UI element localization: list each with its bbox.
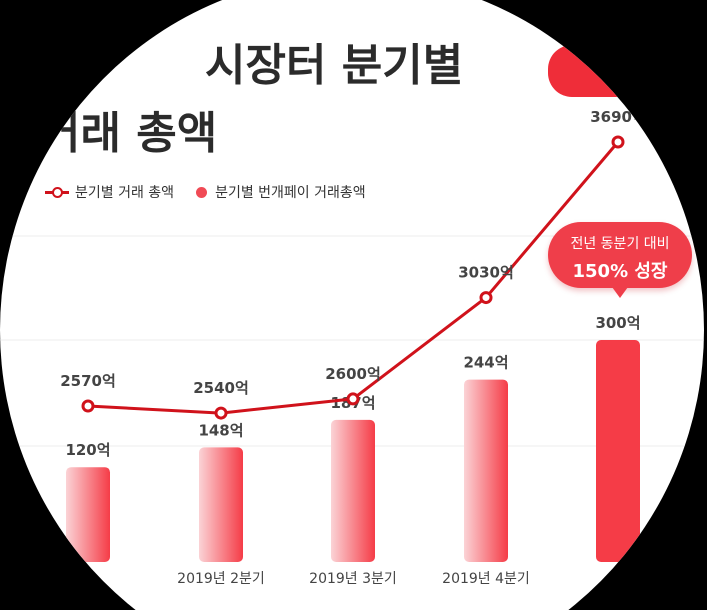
bar bbox=[331, 419, 375, 562]
line-point bbox=[611, 135, 625, 149]
bar-value-label: 120억 bbox=[65, 441, 110, 459]
x-axis: 2019년 2분기 2019년 3분기 2019년 4분기 bbox=[177, 571, 530, 587]
line-point bbox=[214, 406, 228, 420]
callout-line1: 전년 동분기 대비 bbox=[570, 236, 670, 252]
x-tick-label: 2019년 2분기 bbox=[177, 571, 265, 587]
bar-series: 120억148억187억244억300억 bbox=[65, 314, 641, 562]
growth-callout: 전년 동분기 대비 150% 성장 bbox=[548, 222, 692, 298]
line-value-label: 3690억 bbox=[590, 108, 646, 126]
corner-badge bbox=[548, 45, 668, 97]
legend-item-line: 분기별 거래 총액 bbox=[45, 182, 174, 202]
line-point bbox=[479, 291, 493, 305]
callout-line2: 150% 성장 bbox=[572, 261, 668, 282]
x-tick-label: 2019년 3분기 bbox=[309, 571, 397, 587]
x-tick-label: 2019년 4분기 bbox=[442, 571, 530, 587]
bar-value-label: 300억 bbox=[595, 314, 640, 332]
line-value-label: 3030억 bbox=[458, 264, 514, 282]
bar-value-label: 244억 bbox=[463, 354, 508, 372]
legend-line-label: 분기별 거래 총액 bbox=[75, 185, 175, 201]
line-point bbox=[81, 399, 95, 413]
legend-item-bar: 분기별 번개페이 거래총액 bbox=[196, 182, 366, 202]
bar bbox=[464, 379, 508, 562]
line-value-label: 2570억 bbox=[60, 372, 116, 390]
bar bbox=[66, 467, 110, 562]
legend-bar-swatch bbox=[196, 186, 208, 198]
legend: 분기별 거래 총액 분기별 번개페이 거래총액 bbox=[45, 182, 388, 202]
bar bbox=[596, 340, 640, 562]
bar bbox=[199, 447, 243, 562]
chart-title-line2: 거래 총액 bbox=[40, 108, 217, 159]
chart-title-line1: 시장터 분기별 bbox=[205, 40, 463, 91]
legend-bar-label: 분기별 번개페이 거래총액 bbox=[215, 185, 366, 201]
line-value-label: 2600억 bbox=[325, 365, 381, 383]
line-series: 2570억 2540억 2600억 3030억 3690억 bbox=[60, 108, 646, 420]
line-value-label: 2540억 bbox=[193, 379, 249, 397]
line-point bbox=[346, 392, 360, 406]
bar-value-label: 148억 bbox=[198, 421, 243, 439]
legend-line-swatch bbox=[45, 185, 69, 199]
